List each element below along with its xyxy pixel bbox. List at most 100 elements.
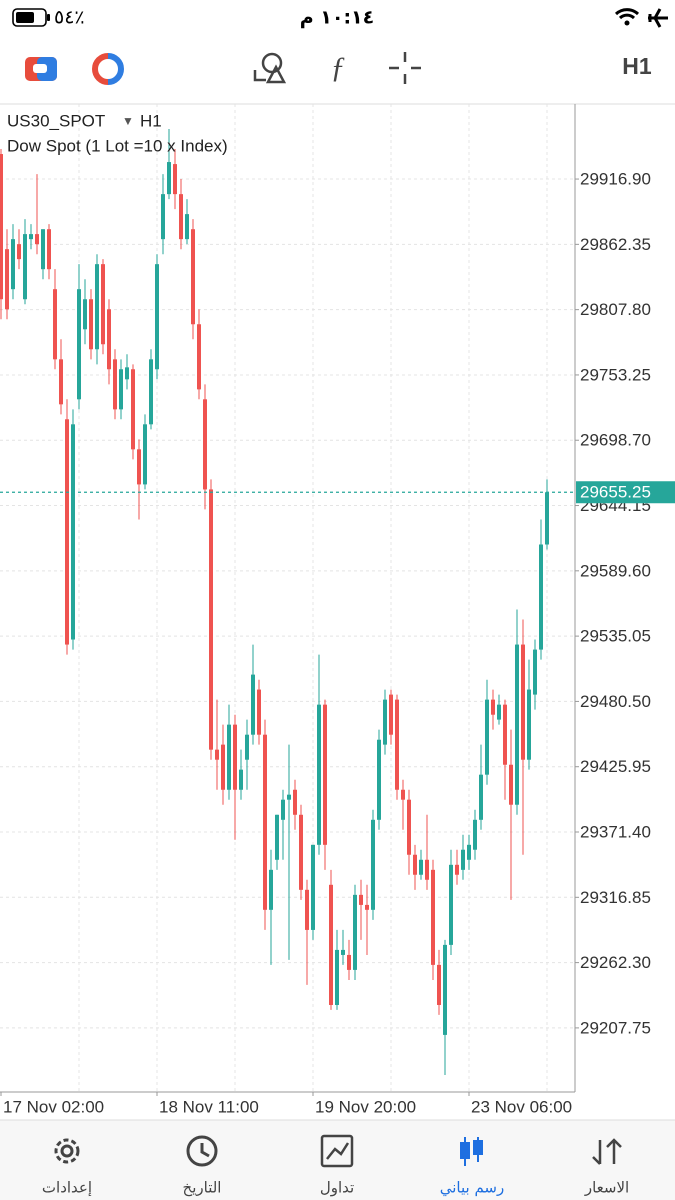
y-tick-label: 29262.30 (580, 953, 651, 972)
battery-text: ٥٤٪ (54, 7, 85, 29)
candle-body (101, 264, 105, 345)
candle-body (197, 324, 201, 390)
y-tick-label: 29698.70 (580, 431, 651, 450)
candle-body (323, 704, 327, 845)
candle-body (425, 859, 429, 880)
settings-icon[interactable] (54, 1138, 80, 1164)
crosshair-button[interactable] (389, 52, 421, 84)
candle-body (359, 894, 363, 905)
candle-body (479, 774, 483, 820)
tab-settings[interactable]: إعدادات (42, 1179, 92, 1197)
clock: ١٠:١٤ م (300, 7, 375, 29)
candle-body (203, 399, 207, 490)
timeframe-button[interactable]: H1 (622, 53, 652, 79)
candle-body (275, 814, 279, 860)
candle-body (251, 674, 255, 735)
candle-body (455, 864, 459, 875)
candles (0, 129, 549, 1076)
candle-body (239, 769, 243, 790)
candle-body (485, 699, 489, 775)
symbol-description: Dow Spot (1 Lot =10 x Index) (7, 136, 228, 155)
y-tick-label: 29480.50 (580, 692, 651, 711)
candle-body (527, 689, 531, 760)
candle-body (395, 699, 399, 790)
candle-body (515, 644, 519, 805)
candle-body (443, 944, 447, 1035)
candle-body (59, 359, 63, 405)
wifi-icon (614, 8, 640, 20)
candle-body (539, 544, 543, 650)
candle-body (53, 289, 57, 360)
candle-body (131, 369, 135, 450)
toolbar: ƒ H1 (25, 51, 652, 85)
candle-body (35, 234, 39, 245)
y-tick-label: 29753.25 (580, 365, 651, 384)
tab-chart[interactable]: رسم بياني (440, 1179, 505, 1198)
candle-body (89, 299, 93, 350)
chart-icon[interactable] (460, 1137, 483, 1166)
symbol[interactable]: US30_SPOT (7, 111, 105, 130)
airplane-icon (648, 8, 668, 28)
candle-body (497, 704, 501, 720)
candle-body (467, 844, 471, 860)
candle-body (299, 814, 303, 890)
battery-icon (12, 8, 47, 27)
x-tick-label: 17 Nov 02:00 (3, 1097, 104, 1116)
candle-body (77, 289, 81, 400)
candle-body (209, 489, 213, 750)
y-tick-label: 29589.60 (580, 561, 651, 580)
tab-history[interactable]: التاريخ (183, 1179, 222, 1197)
candle-body (173, 164, 177, 195)
chart-timeframe: H1 (140, 111, 162, 130)
candle-body (509, 764, 513, 805)
function-button[interactable]: ƒ (331, 51, 346, 84)
tab-trade[interactable]: تداول (320, 1179, 354, 1197)
x-tick-label: 19 Nov 20:00 (315, 1097, 416, 1116)
candle-body (281, 799, 285, 820)
candle-body (107, 309, 111, 370)
candle-body (161, 194, 165, 240)
indicator-button[interactable] (92, 53, 124, 85)
candle-body (545, 492, 549, 545)
y-tick-label: 29316.85 (580, 888, 651, 907)
candle-body (149, 359, 153, 425)
candle-body (191, 229, 195, 325)
one-click-trading-button[interactable] (25, 57, 57, 81)
candle-body (257, 689, 261, 735)
candle-body (461, 849, 465, 870)
candle-body (341, 949, 345, 955)
symbol-dropdown[interactable]: ▼ (122, 114, 134, 128)
candle-body (377, 739, 381, 820)
candle-body (113, 359, 117, 410)
tab-quotes[interactable]: الاسعار (584, 1179, 629, 1197)
trade-icon[interactable] (320, 1134, 354, 1168)
candle-body (365, 904, 369, 910)
y-tick-label: 29807.80 (580, 300, 651, 319)
y-tick-label: 29535.05 (580, 627, 651, 646)
candle-body (533, 649, 537, 695)
candle-body (269, 869, 273, 910)
candle-body (317, 704, 321, 845)
candle-body (305, 889, 309, 930)
history-icon[interactable] (186, 1135, 218, 1167)
candle-body (167, 162, 171, 195)
y-tick-label: 29862.35 (580, 235, 651, 254)
candle-body (5, 249, 9, 310)
objects-button[interactable] (253, 52, 287, 84)
candle-body (0, 154, 3, 300)
y-tick-label: 29207.75 (580, 1018, 651, 1037)
candle-body (383, 699, 387, 745)
candle-body (449, 864, 453, 945)
candle-body (95, 264, 99, 350)
quotes-icon[interactable] (592, 1138, 622, 1165)
candle-body (347, 954, 351, 970)
candle-body (491, 699, 495, 715)
candle-body (47, 229, 51, 270)
candle-body (221, 744, 225, 790)
x-tick-label: 23 Nov 06:00 (471, 1097, 572, 1116)
candle-body (311, 844, 315, 930)
candle-body (473, 819, 477, 850)
last-price-label: 29655.25 (580, 483, 651, 502)
candle-body (401, 789, 405, 800)
candle-body (293, 789, 297, 815)
